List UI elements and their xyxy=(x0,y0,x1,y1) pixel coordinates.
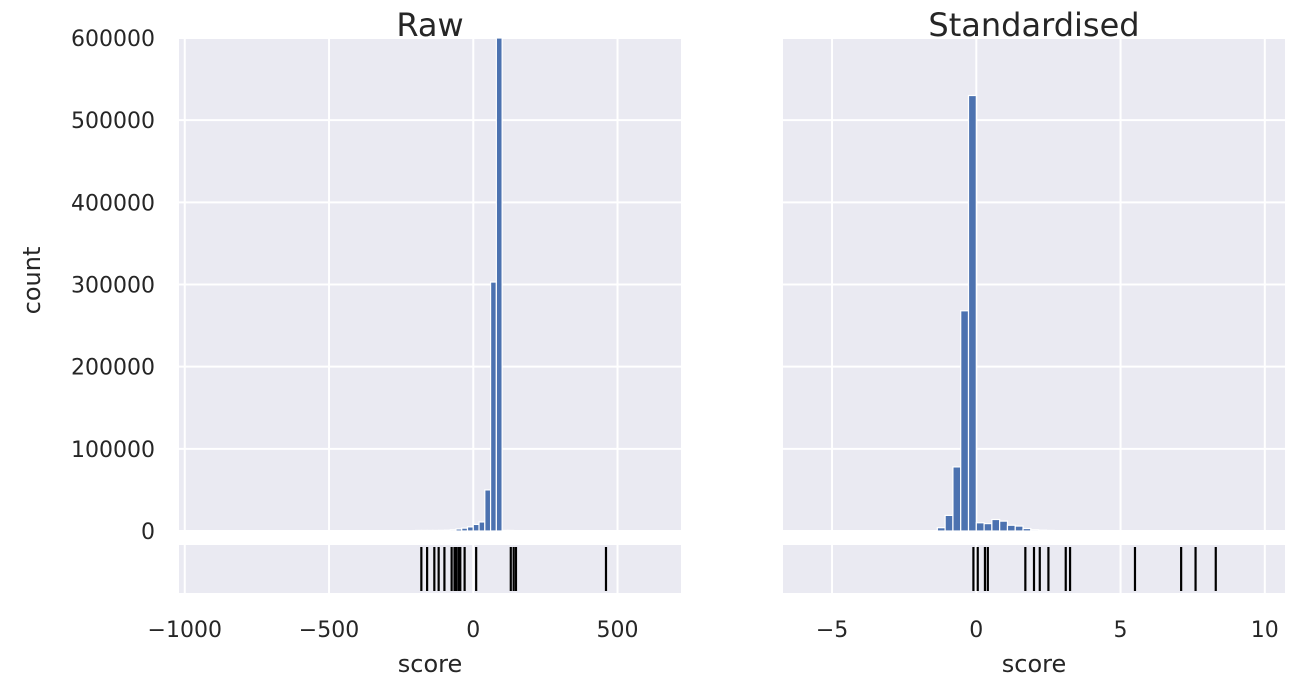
histogram-bar xyxy=(501,529,509,532)
y-tick-label: 500000 xyxy=(71,109,155,134)
y-tick-label: 0 xyxy=(141,520,155,545)
histogram-bar xyxy=(420,529,428,532)
x-tick-label: 0 xyxy=(969,618,983,643)
histogram-bar xyxy=(489,281,497,532)
histogram-bar xyxy=(991,518,1001,532)
histogram-bar xyxy=(967,94,977,532)
raw-panel: Raw −1000 −500 0 500 0 100000 200000 300000 40000… xyxy=(18,6,681,678)
x-tick-label: 500 xyxy=(597,618,639,643)
x-axis-label: score xyxy=(1002,650,1067,678)
histogram-bar xyxy=(484,489,492,532)
y-tick-label: 300000 xyxy=(71,274,155,299)
histogram-bar xyxy=(975,522,985,532)
histogram-bar xyxy=(1045,529,1055,532)
x-tick-label: −5 xyxy=(816,618,848,643)
histogram-bar xyxy=(466,526,474,532)
x-tick-label: 10 xyxy=(1251,618,1279,643)
y-axis-label: count xyxy=(18,247,46,315)
histogram-bar xyxy=(936,527,946,532)
histogram-bar xyxy=(1022,527,1032,532)
y-tick-label: 400000 xyxy=(71,191,155,216)
histogram-bar xyxy=(944,514,954,532)
rug-background xyxy=(179,545,681,593)
histogram-bar xyxy=(461,527,469,532)
histogram-bar xyxy=(443,529,451,532)
histogram-bar xyxy=(999,520,1009,532)
histogram-bar xyxy=(449,529,457,532)
histogram-bar xyxy=(1014,525,1024,532)
histogram-bar xyxy=(1006,524,1016,532)
chart-title: Raw xyxy=(396,6,463,44)
histogram-bar xyxy=(495,37,503,532)
x-axis-label: score xyxy=(398,650,463,678)
chart-title: Standardised xyxy=(928,6,1139,44)
y-tick-label: 200000 xyxy=(71,356,155,381)
standardised-panel: Standardised −5 0 5 10 score xyxy=(783,6,1285,678)
y-tick-label: 600000 xyxy=(71,27,155,52)
histogram-bar xyxy=(414,529,422,532)
x-tick-label: −1000 xyxy=(148,618,222,643)
histogram-bar xyxy=(478,521,486,532)
histogram-bar xyxy=(952,466,962,532)
histogram-bar xyxy=(983,523,993,532)
histogram-bar xyxy=(438,529,446,532)
histogram-bar xyxy=(507,529,515,532)
histogram-bar xyxy=(455,528,463,532)
histogram-bar xyxy=(472,523,480,532)
x-tick-label: 0 xyxy=(466,618,480,643)
histogram-bar xyxy=(426,529,434,532)
x-tick-label: 5 xyxy=(1114,618,1128,643)
histogram-bar xyxy=(960,310,970,532)
histogram-bar xyxy=(432,529,440,532)
histogram-bar xyxy=(1030,529,1040,532)
y-tick-label: 100000 xyxy=(71,438,155,463)
histogram-bar xyxy=(1038,529,1048,532)
x-tick-label: −500 xyxy=(299,618,359,643)
